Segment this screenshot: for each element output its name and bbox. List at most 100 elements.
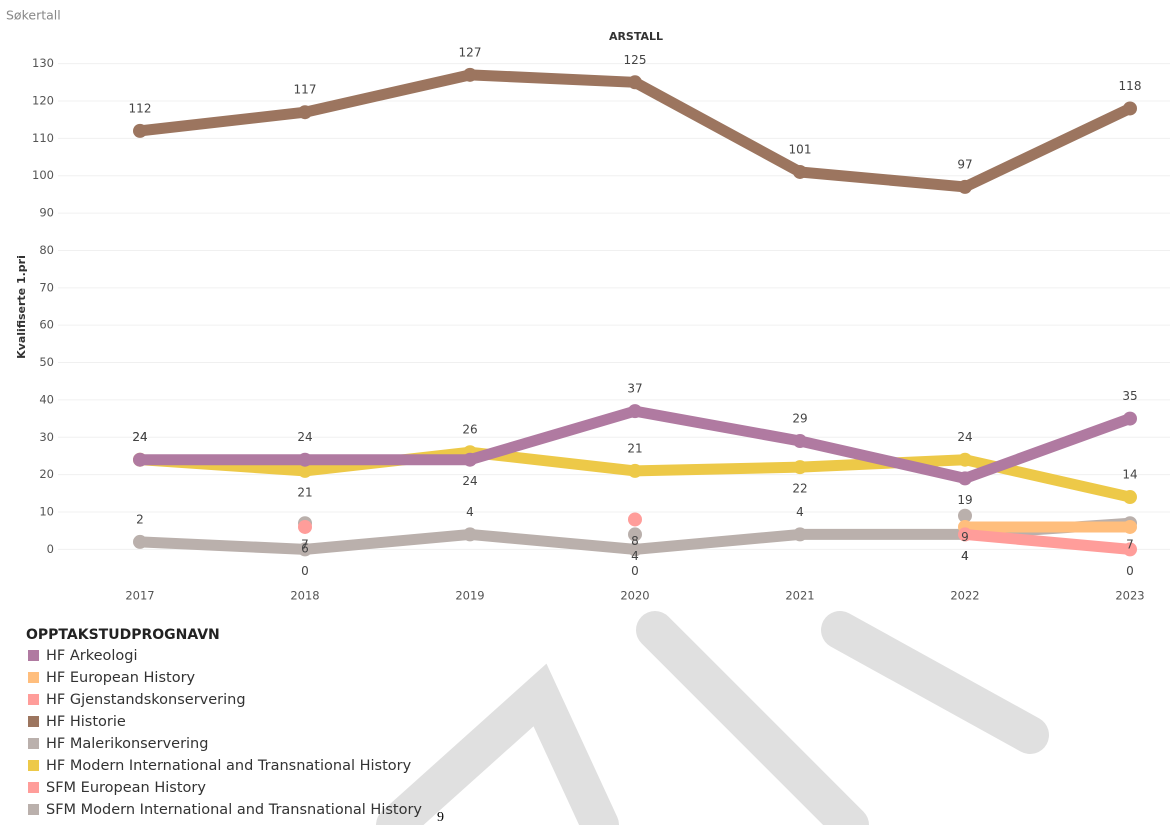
data-label: 24	[132, 430, 147, 444]
data-label: 4	[466, 505, 474, 519]
point	[463, 67, 477, 82]
data-label: 97	[957, 157, 972, 171]
legend-swatch	[28, 694, 39, 705]
data-label: 24	[297, 430, 312, 444]
legend-swatch	[28, 760, 39, 771]
legend-swatch	[28, 716, 39, 727]
point	[628, 404, 642, 419]
y-tick-label: 30	[39, 430, 54, 444]
y-tick-label: 130	[32, 56, 54, 70]
legend-label: HF Malerikonservering	[46, 736, 208, 752]
point	[133, 452, 147, 467]
legend-label: HF Historie	[46, 714, 126, 730]
x-tick-label: 2019	[455, 589, 484, 603]
data-label: 6	[301, 541, 309, 555]
column-header: ARSTALL	[609, 30, 663, 43]
x-tick-label: 2017	[125, 589, 154, 603]
point	[298, 519, 312, 534]
data-label: 21	[627, 441, 642, 455]
series-line	[134, 69, 1136, 193]
point	[958, 471, 972, 486]
point	[628, 75, 642, 90]
data-label: 4	[796, 505, 804, 519]
point	[298, 463, 312, 478]
y-tick-label: 40	[39, 392, 54, 406]
point	[463, 527, 477, 542]
point	[628, 542, 642, 557]
legend-label: HF Arkeologi	[46, 648, 138, 664]
x-tick-label: 2021	[785, 589, 814, 603]
point	[463, 452, 477, 467]
data-label: 117	[294, 83, 317, 97]
legend-title: OPPTAKSTUDPROGNAVN	[26, 627, 220, 643]
point	[1123, 490, 1137, 505]
point	[793, 527, 807, 542]
data-label: 21	[297, 485, 312, 499]
point	[958, 452, 972, 467]
x-tick-label: 2018	[290, 589, 319, 603]
data-label: 4	[961, 549, 969, 563]
legend-label: HF Modern International and Transnationa…	[46, 758, 412, 774]
point	[793, 460, 807, 475]
point	[298, 105, 312, 120]
legend-swatch	[28, 782, 39, 793]
legend-swatch	[28, 738, 39, 749]
x-tick-label: 2022	[950, 589, 979, 603]
point	[1123, 542, 1137, 557]
point	[628, 463, 642, 478]
point	[958, 179, 972, 194]
data-label: 4	[961, 549, 969, 563]
legend-swatch	[28, 672, 39, 683]
point	[1123, 101, 1137, 116]
y-tick-label: 80	[39, 243, 54, 257]
data-label: 37	[627, 382, 642, 396]
point	[133, 123, 147, 138]
legend-label: HF Gjenstandskonservering	[46, 692, 246, 708]
y-tick-label: 100	[32, 168, 54, 182]
page-title: Søkertall	[6, 8, 61, 23]
page-number: 9	[437, 810, 444, 825]
y-tick-label: 120	[32, 93, 54, 107]
y-tick-label: 70	[39, 280, 54, 294]
y-tick-label: 20	[39, 467, 54, 481]
data-label: 0	[631, 564, 639, 578]
x-tick-label: 2023	[1115, 589, 1144, 603]
legend-label: SFM Modern International and Transnation…	[46, 802, 422, 818]
data-label: 26	[462, 423, 477, 437]
data-label: 24	[957, 430, 972, 444]
data-label: 7	[1126, 538, 1134, 552]
series-line	[959, 528, 1136, 555]
y-tick-label: 90	[39, 206, 54, 220]
point	[1123, 519, 1137, 534]
point	[793, 434, 807, 449]
data-label: 19	[957, 493, 972, 507]
point	[958, 527, 972, 542]
y-tick-label: 50	[39, 355, 54, 369]
data-label: 35	[1122, 389, 1137, 403]
data-label: 24	[462, 474, 477, 488]
data-label: 101	[789, 142, 812, 156]
data-label: 4	[631, 549, 639, 563]
y-tick-label: 60	[39, 318, 54, 332]
y-axis-label: Kvalifiserte 1.pri	[15, 255, 28, 359]
data-label: 22	[792, 482, 807, 496]
y-tick-label: 0	[47, 542, 54, 556]
point	[298, 542, 312, 557]
point	[628, 512, 642, 527]
data-label: 14	[1122, 468, 1137, 482]
data-label: 118	[1119, 79, 1142, 93]
watermark	[376, 611, 1049, 825]
data-label: 125	[624, 53, 647, 67]
point	[1123, 411, 1137, 426]
point	[298, 452, 312, 467]
data-label: 2	[136, 512, 144, 526]
y-tick-label: 10	[39, 505, 54, 519]
x-tick-label: 2020	[620, 589, 649, 603]
point	[958, 508, 972, 523]
data-label: 112	[129, 101, 152, 115]
point	[628, 527, 642, 542]
data-label: 0	[301, 564, 309, 578]
data-label: 9	[961, 530, 969, 544]
point	[133, 534, 147, 549]
